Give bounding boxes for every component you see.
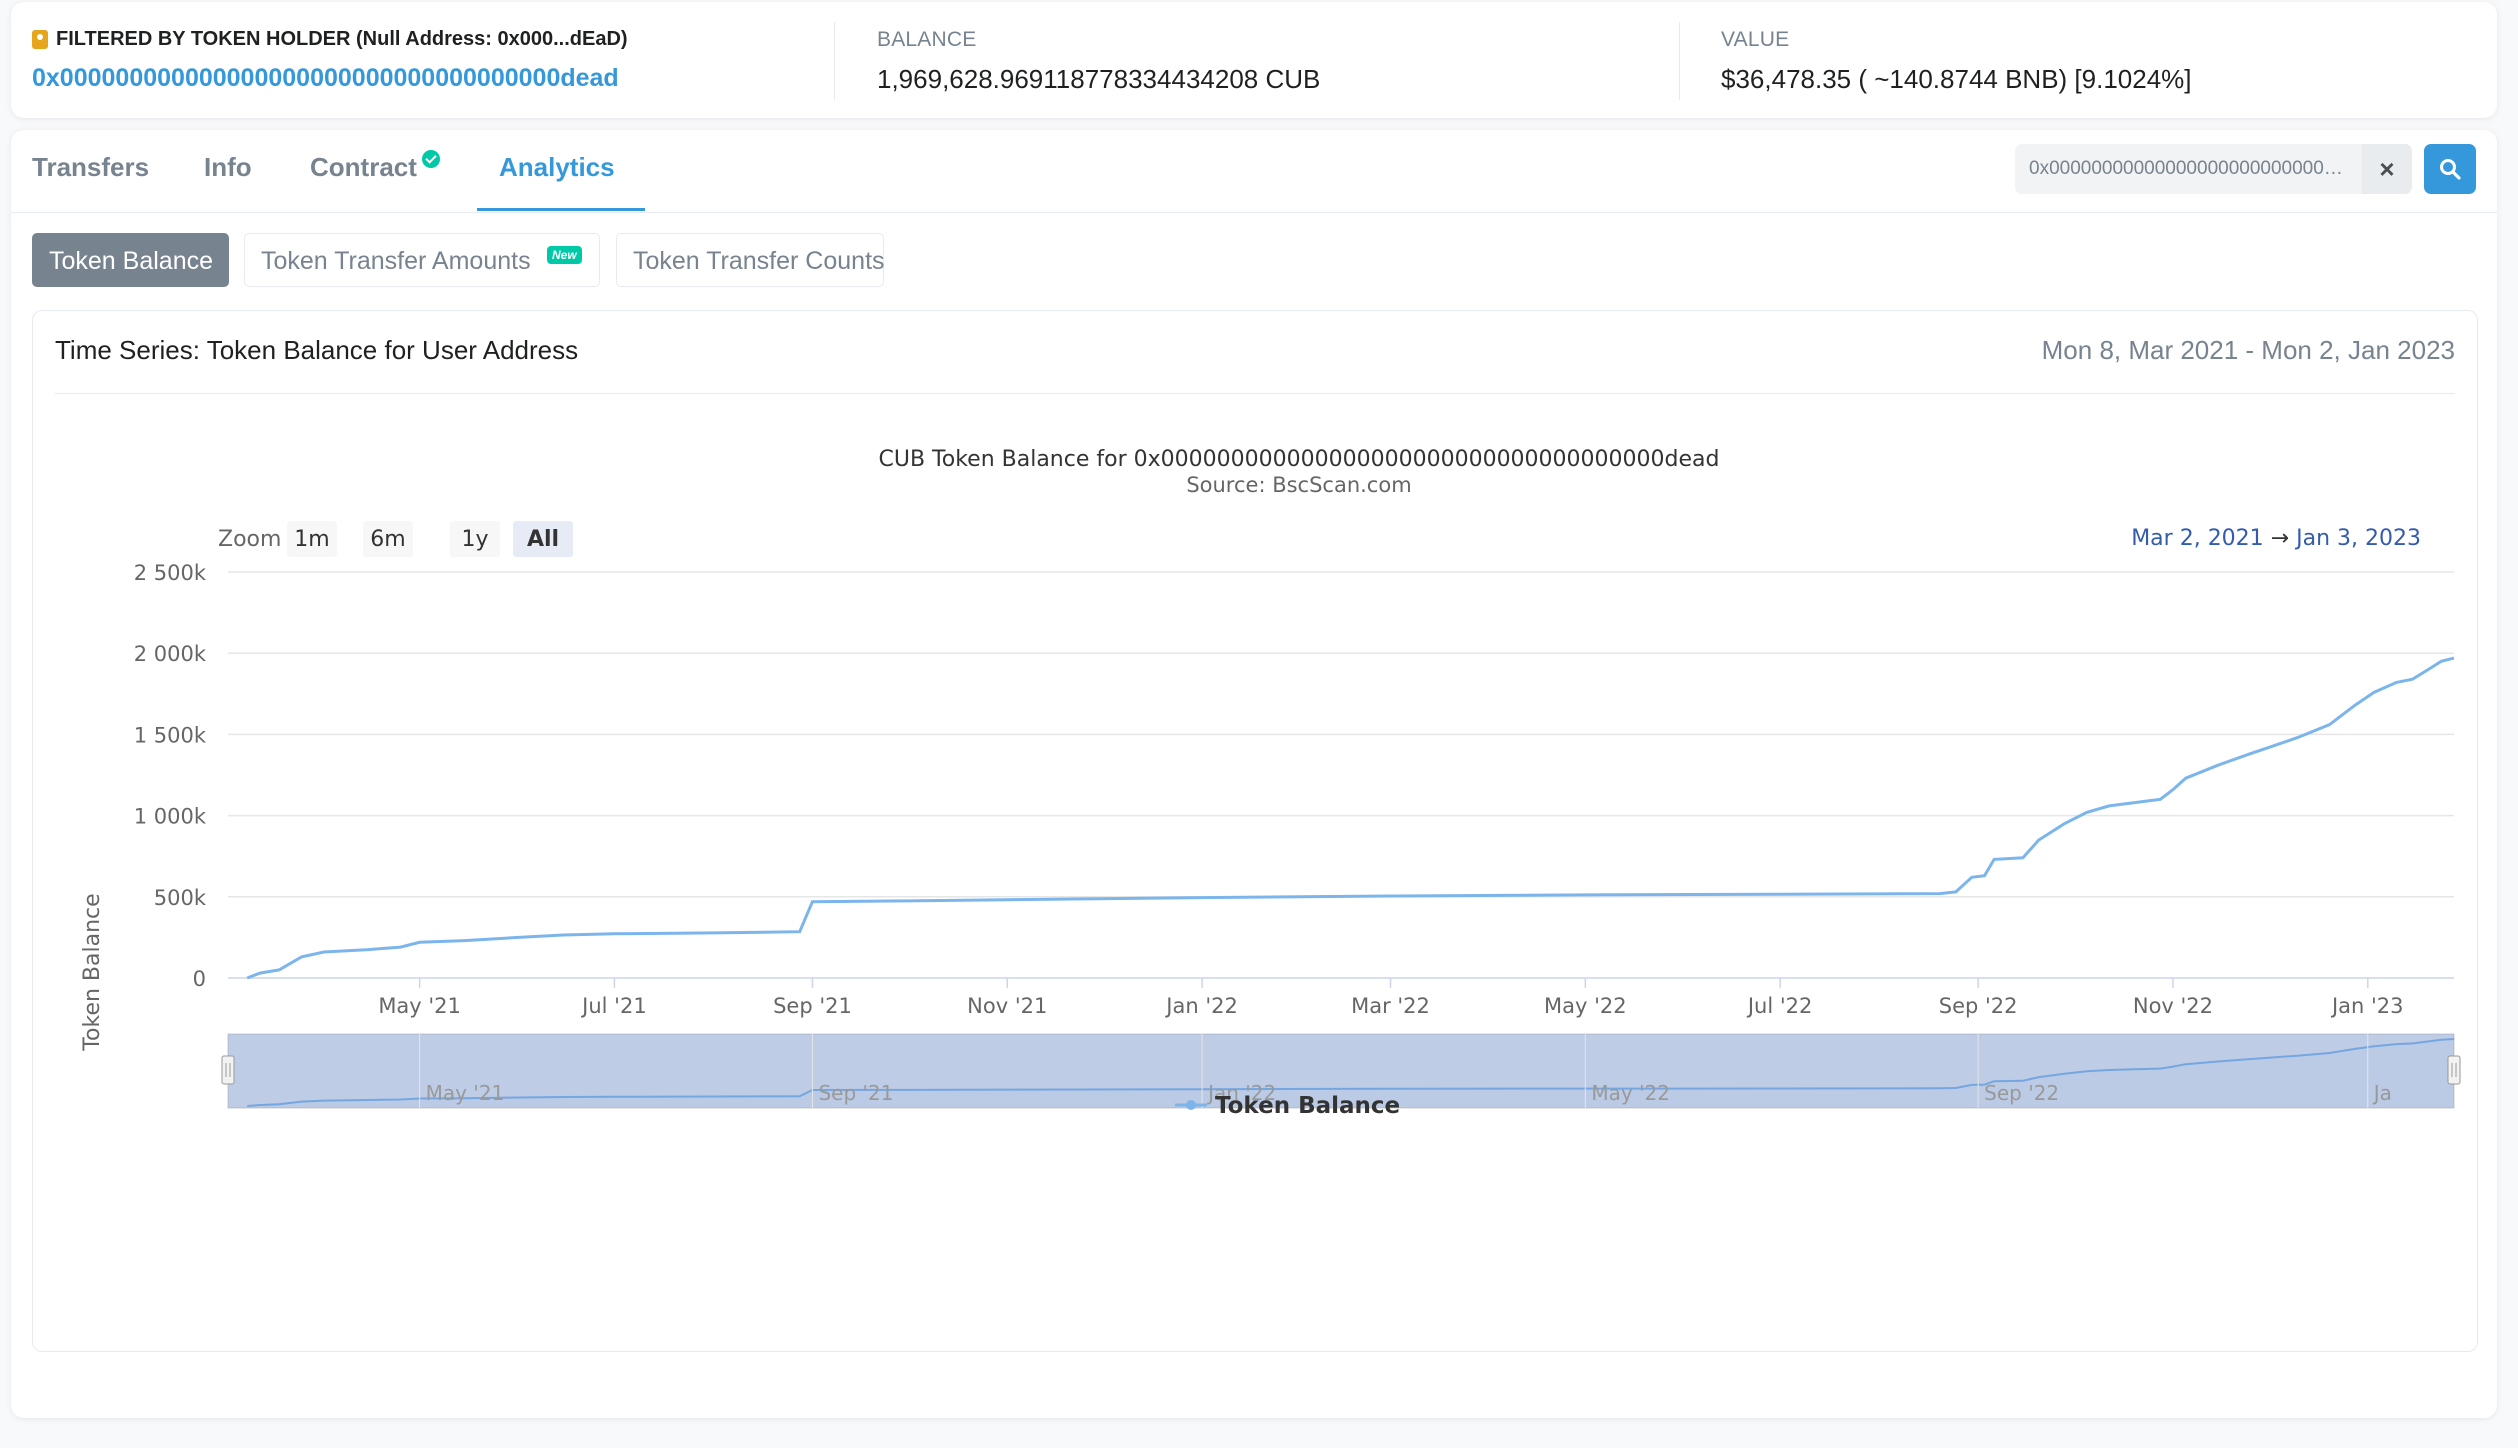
range-from-date: Mar 2, 2021 [2131, 526, 2263, 551]
y-tick-label: 2 000k [134, 642, 207, 666]
y-axis-ticks: 0 500k 1 000k 1 500k 2 000k 2 500k [134, 561, 207, 991]
x-tick-label: Jul '21 [580, 994, 647, 1018]
navigator-tick-label: May '22 [1591, 1081, 1670, 1105]
handle-grip [221, 1055, 235, 1085]
handle-grip [2447, 1055, 2461, 1085]
token-balance-line[interactable] [246, 656, 2455, 980]
legend-marker [1186, 1100, 1196, 1110]
zoom-button-label: 1y [461, 527, 488, 552]
panel-title: Time Series: Token Balance for User Addr… [55, 335, 579, 365]
navigator-line [247, 1038, 2455, 1107]
x-tick-label: Nov '22 [2133, 994, 2213, 1018]
zoom-button-label: 1m [294, 527, 329, 552]
navigator-tick-label: Sep '21 [818, 1081, 893, 1105]
tab-info[interactable]: Info [204, 152, 252, 182]
search-icon [2440, 159, 2461, 180]
zoom-button-1m[interactable]: 1m [287, 521, 337, 557]
legend-label: Token Balance [1215, 1093, 1400, 1119]
y-axis-label: Token Balance [80, 893, 105, 1051]
chart-panel-header: Time Series: Token Balance for User Addr… [33, 311, 2477, 394]
range-display[interactable]: Mar 2, 2021 → Jan 3, 2023 [2131, 526, 2421, 551]
active-tab-indicator [477, 208, 645, 211]
y-tick-label: 2 500k [134, 561, 207, 585]
value-amount: $36,478.35 ( ~140.8744 BNB) [9.1024%] [1721, 64, 2192, 94]
x-axis-ticks: May '21 Jul '21 Sep '21 Nov '21 Jan '22 Mar '… [378, 978, 2404, 1018]
x-tick-label: Sep '22 [1939, 994, 2018, 1018]
x-tick-label: May '21 [378, 994, 461, 1018]
zoom-button-1y[interactable]: 1y [450, 521, 500, 557]
zoom-button-bg [513, 521, 573, 557]
zoom-button-bg [287, 521, 337, 557]
navigator-handles[interactable] [221, 1055, 2461, 1085]
navigator-selection[interactable] [228, 1034, 2454, 1108]
filter-label: FILTERED BY TOKEN HOLDER (Null Address: … [56, 28, 628, 50]
tab-contract[interactable]: Contract [310, 152, 417, 182]
navigator-tick-label: Ja [2372, 1081, 2392, 1105]
zoom-button-label: 6m [370, 527, 405, 552]
navigator-left-handle[interactable] [221, 1055, 235, 1085]
y-tick-label: 500k [154, 886, 207, 910]
navigator-right-handle[interactable] [2447, 1055, 2461, 1085]
x-tick-label: Jan '22 [1164, 994, 1238, 1018]
y-tick-label: 1 500k [134, 723, 207, 747]
zoom-button-bg [450, 521, 500, 557]
chart-subtitle: Source: BscScan.com [1186, 473, 1411, 497]
zoom-label: Zoom [218, 527, 281, 552]
tab-analytics[interactable]: Analytics [499, 152, 615, 182]
range-to-date: Jan 3, 2023 [2294, 526, 2421, 551]
x-tick-label: Sep '21 [773, 994, 852, 1018]
zoom-buttons: 1m 6m 1y All [287, 521, 573, 557]
tab-bar: Transfers Info Contract Analytics × [11, 130, 2497, 213]
new-badge: New [547, 246, 582, 264]
y-tick-label: 0 [193, 967, 206, 991]
x-tick-label: May '22 [1544, 994, 1627, 1018]
divider [1679, 22, 1680, 100]
panel-date-range: Mon 8, Mar 2021 - Mon 2, Jan 2023 [2041, 335, 2455, 365]
chart-title: CUB Token Balance for 0x0000000000000000… [879, 447, 1720, 472]
navigator-tick-label: Jan '22 [1206, 1081, 1276, 1105]
y-tick-label: 1 000k [134, 805, 207, 829]
navigator-tick-label: Sep '22 [1984, 1081, 2059, 1105]
balance-value: 1,969,628.969118778334434208 CUB [877, 64, 1321, 94]
filter-summary-card: FILTERED BY TOKEN HOLDER (Null Address: … [11, 2, 2497, 118]
navigator-area [228, 1039, 2454, 1108]
legend-item-token-balance[interactable]: Token Balance [1175, 1093, 1400, 1119]
x-tick-label: Mar '22 [1351, 994, 1430, 1018]
subtab-label: Token Transfer Amounts [261, 247, 531, 275]
divider [55, 393, 2455, 394]
zoom-button-6m[interactable]: 6m [363, 521, 413, 557]
holder-address-link[interactable]: 0x000000000000000000000000000000000000de… [32, 64, 619, 92]
search-box [2015, 144, 2365, 194]
clear-search-button[interactable]: × [2362, 144, 2412, 194]
address-search-input[interactable] [2015, 144, 2363, 194]
gridlines [228, 571, 2454, 979]
value-label: VALUE [1721, 28, 1790, 51]
navigator-tick-label: May '21 [426, 1081, 505, 1105]
chart-panel: Time Series: Token Balance for User Addr… [32, 310, 2478, 1352]
range-arrow: → [2264, 526, 2296, 551]
subtab-token-balance[interactable]: Token Balance [32, 233, 229, 287]
tab-transfers[interactable]: Transfers [32, 152, 150, 182]
x-tick-label: Jan '23 [2330, 994, 2404, 1018]
navigator-ticks: May '21 Sep '21 Jan '22 May '22 Sep '22 Ja [419, 1034, 2392, 1108]
verified-check-icon [422, 150, 440, 168]
balance-label: BALANCE [877, 28, 977, 51]
subtab-token-transfer-counts[interactable]: Token Transfer Counts [616, 233, 885, 287]
divider [834, 22, 835, 100]
navigator[interactable]: May '21 Sep '21 Jan '22 May '22 Sep '22 Ja [221, 1033, 2461, 1109]
token-holder-icon [32, 30, 48, 49]
subtab-token-transfer-amounts[interactable]: Token Transfer Amounts New [244, 233, 600, 287]
filter-heading: FILTERED BY TOKEN HOLDER (Null Address: … [32, 28, 628, 51]
zoom-button-bg [363, 521, 413, 557]
token-balance-chart: CUB Token Balance for 0x0000000000000000… [80, 447, 2461, 1119]
main-card: Transfers Info Contract Analytics × Toke… [11, 130, 2497, 1418]
x-tick-label: Jul '22 [1746, 994, 1813, 1018]
zoom-button-label: All [527, 527, 559, 552]
zoom-button-All[interactable]: All [513, 521, 573, 557]
x-tick-label: Nov '21 [967, 994, 1047, 1018]
search-button[interactable] [2424, 144, 2476, 194]
